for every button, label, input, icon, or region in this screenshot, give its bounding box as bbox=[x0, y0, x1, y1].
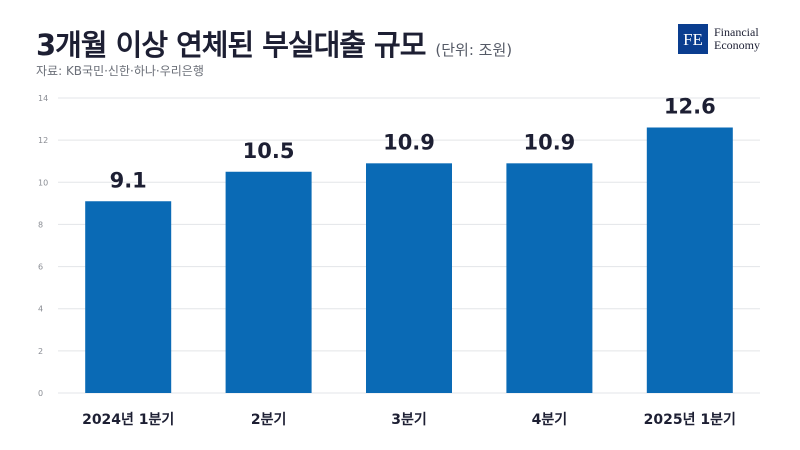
x-category-label: 2분기 bbox=[251, 412, 287, 428]
x-category-label: 2024년 1분기 bbox=[82, 412, 174, 428]
x-category-label: 3분기 bbox=[391, 412, 427, 428]
fe-logo-icon: FE bbox=[678, 24, 708, 54]
x-category-label: 2025년 1분기 bbox=[644, 412, 736, 428]
source-note: 자료: KB국민·신한·하나·우리은행 bbox=[36, 64, 204, 78]
y-tick-label: 14 bbox=[38, 94, 48, 103]
bar-value-label: 10.5 bbox=[243, 139, 295, 163]
bar bbox=[646, 127, 733, 393]
bar bbox=[85, 201, 172, 393]
unit-label: (단위: 조원) bbox=[435, 41, 513, 59]
y-tick-label: 12 bbox=[38, 136, 48, 145]
bar-value-label: 12.6 bbox=[664, 95, 716, 119]
chart-title: 3개월 이상 연체된 부실대출 규모 bbox=[36, 28, 426, 62]
bar-value-label: 9.1 bbox=[110, 168, 147, 192]
bar bbox=[225, 171, 312, 393]
logo-line-1: Financial bbox=[714, 25, 759, 39]
bar bbox=[366, 163, 452, 393]
y-tick-label: 6 bbox=[38, 263, 43, 272]
publisher-logo: FE Financial Economy bbox=[678, 24, 760, 54]
bar-value-label: 10.9 bbox=[383, 130, 435, 154]
bar-value-label: 10.9 bbox=[523, 130, 575, 154]
y-tick-label: 0 bbox=[38, 389, 43, 398]
y-tick-label: 10 bbox=[38, 178, 48, 187]
bar bbox=[506, 163, 593, 393]
logo-line-2: Economy bbox=[714, 38, 760, 52]
y-tick-label: 4 bbox=[38, 305, 43, 314]
x-category-label: 4분기 bbox=[532, 412, 568, 428]
y-tick-label: 2 bbox=[38, 347, 43, 356]
svg-text:FE: FE bbox=[683, 30, 703, 49]
y-tick-label: 8 bbox=[38, 220, 43, 229]
